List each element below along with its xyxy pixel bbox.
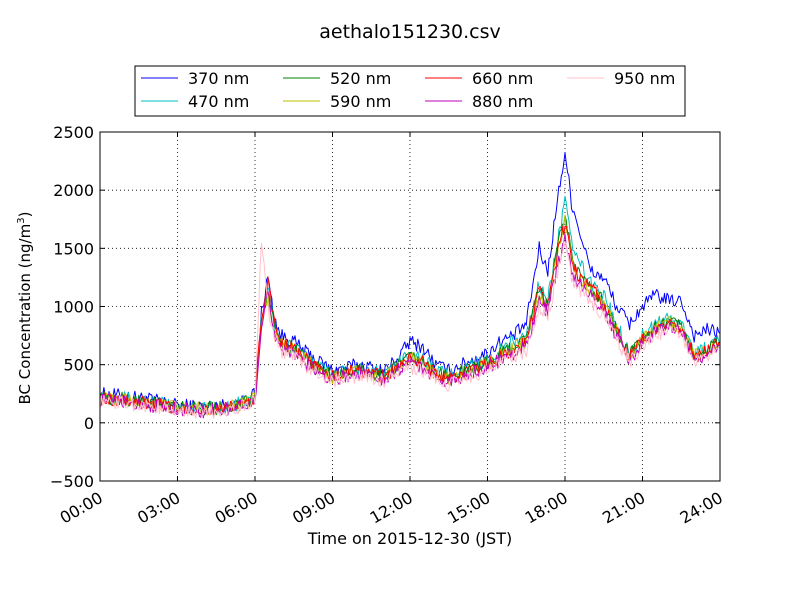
legend-label: 470 nm bbox=[188, 92, 249, 111]
y-axis-label-main: BC Concentration (ng/m bbox=[16, 224, 34, 405]
series-line-880-nm bbox=[99, 233, 721, 419]
y-tick-label: 1500 bbox=[53, 239, 94, 258]
series-layer bbox=[99, 152, 721, 419]
y-tick-label: 2000 bbox=[53, 181, 94, 200]
legend-label: 370 nm bbox=[188, 69, 249, 88]
chart-title: aethalo151230.csv bbox=[319, 21, 501, 43]
x-axis-label: Time on 2015-12-30 (JST) bbox=[307, 529, 512, 548]
series-line-950-nm bbox=[99, 241, 721, 419]
y-tick-label: 0 bbox=[84, 414, 94, 433]
y-tick-label: 1000 bbox=[53, 298, 94, 317]
y-axis-label-close: ) bbox=[16, 212, 34, 218]
legend-label: 660 nm bbox=[472, 69, 533, 88]
y-axis-label: BC Concentration (ng/m3) bbox=[16, 212, 34, 405]
y-axis-label-superscript: 3 bbox=[16, 217, 27, 223]
legend-label: 590 nm bbox=[330, 92, 391, 111]
series-line-660-nm bbox=[99, 225, 721, 416]
axis-ticks bbox=[99, 131, 721, 482]
legend-label: 520 nm bbox=[330, 69, 391, 88]
series-line-370-nm bbox=[99, 152, 721, 414]
legend-label: 880 nm bbox=[472, 92, 533, 111]
legend-frame bbox=[134, 65, 686, 117]
y-tick-labels: 2500 2000 1500 1000 500 0 −500 bbox=[50, 123, 94, 491]
y-tick-label: −500 bbox=[50, 472, 94, 491]
y-tick-label: 2500 bbox=[53, 123, 94, 142]
legend-entries: 370 nm 470 nm 520 nm 590 nm 660 nm 880 nm 950 … bbox=[141, 69, 675, 111]
legend-label: 950 nm bbox=[614, 69, 675, 88]
legend: 370 nm 470 nm 520 nm 590 nm 660 nm 880 nm 950 … bbox=[134, 65, 686, 117]
y-tick-label: 500 bbox=[63, 356, 94, 375]
